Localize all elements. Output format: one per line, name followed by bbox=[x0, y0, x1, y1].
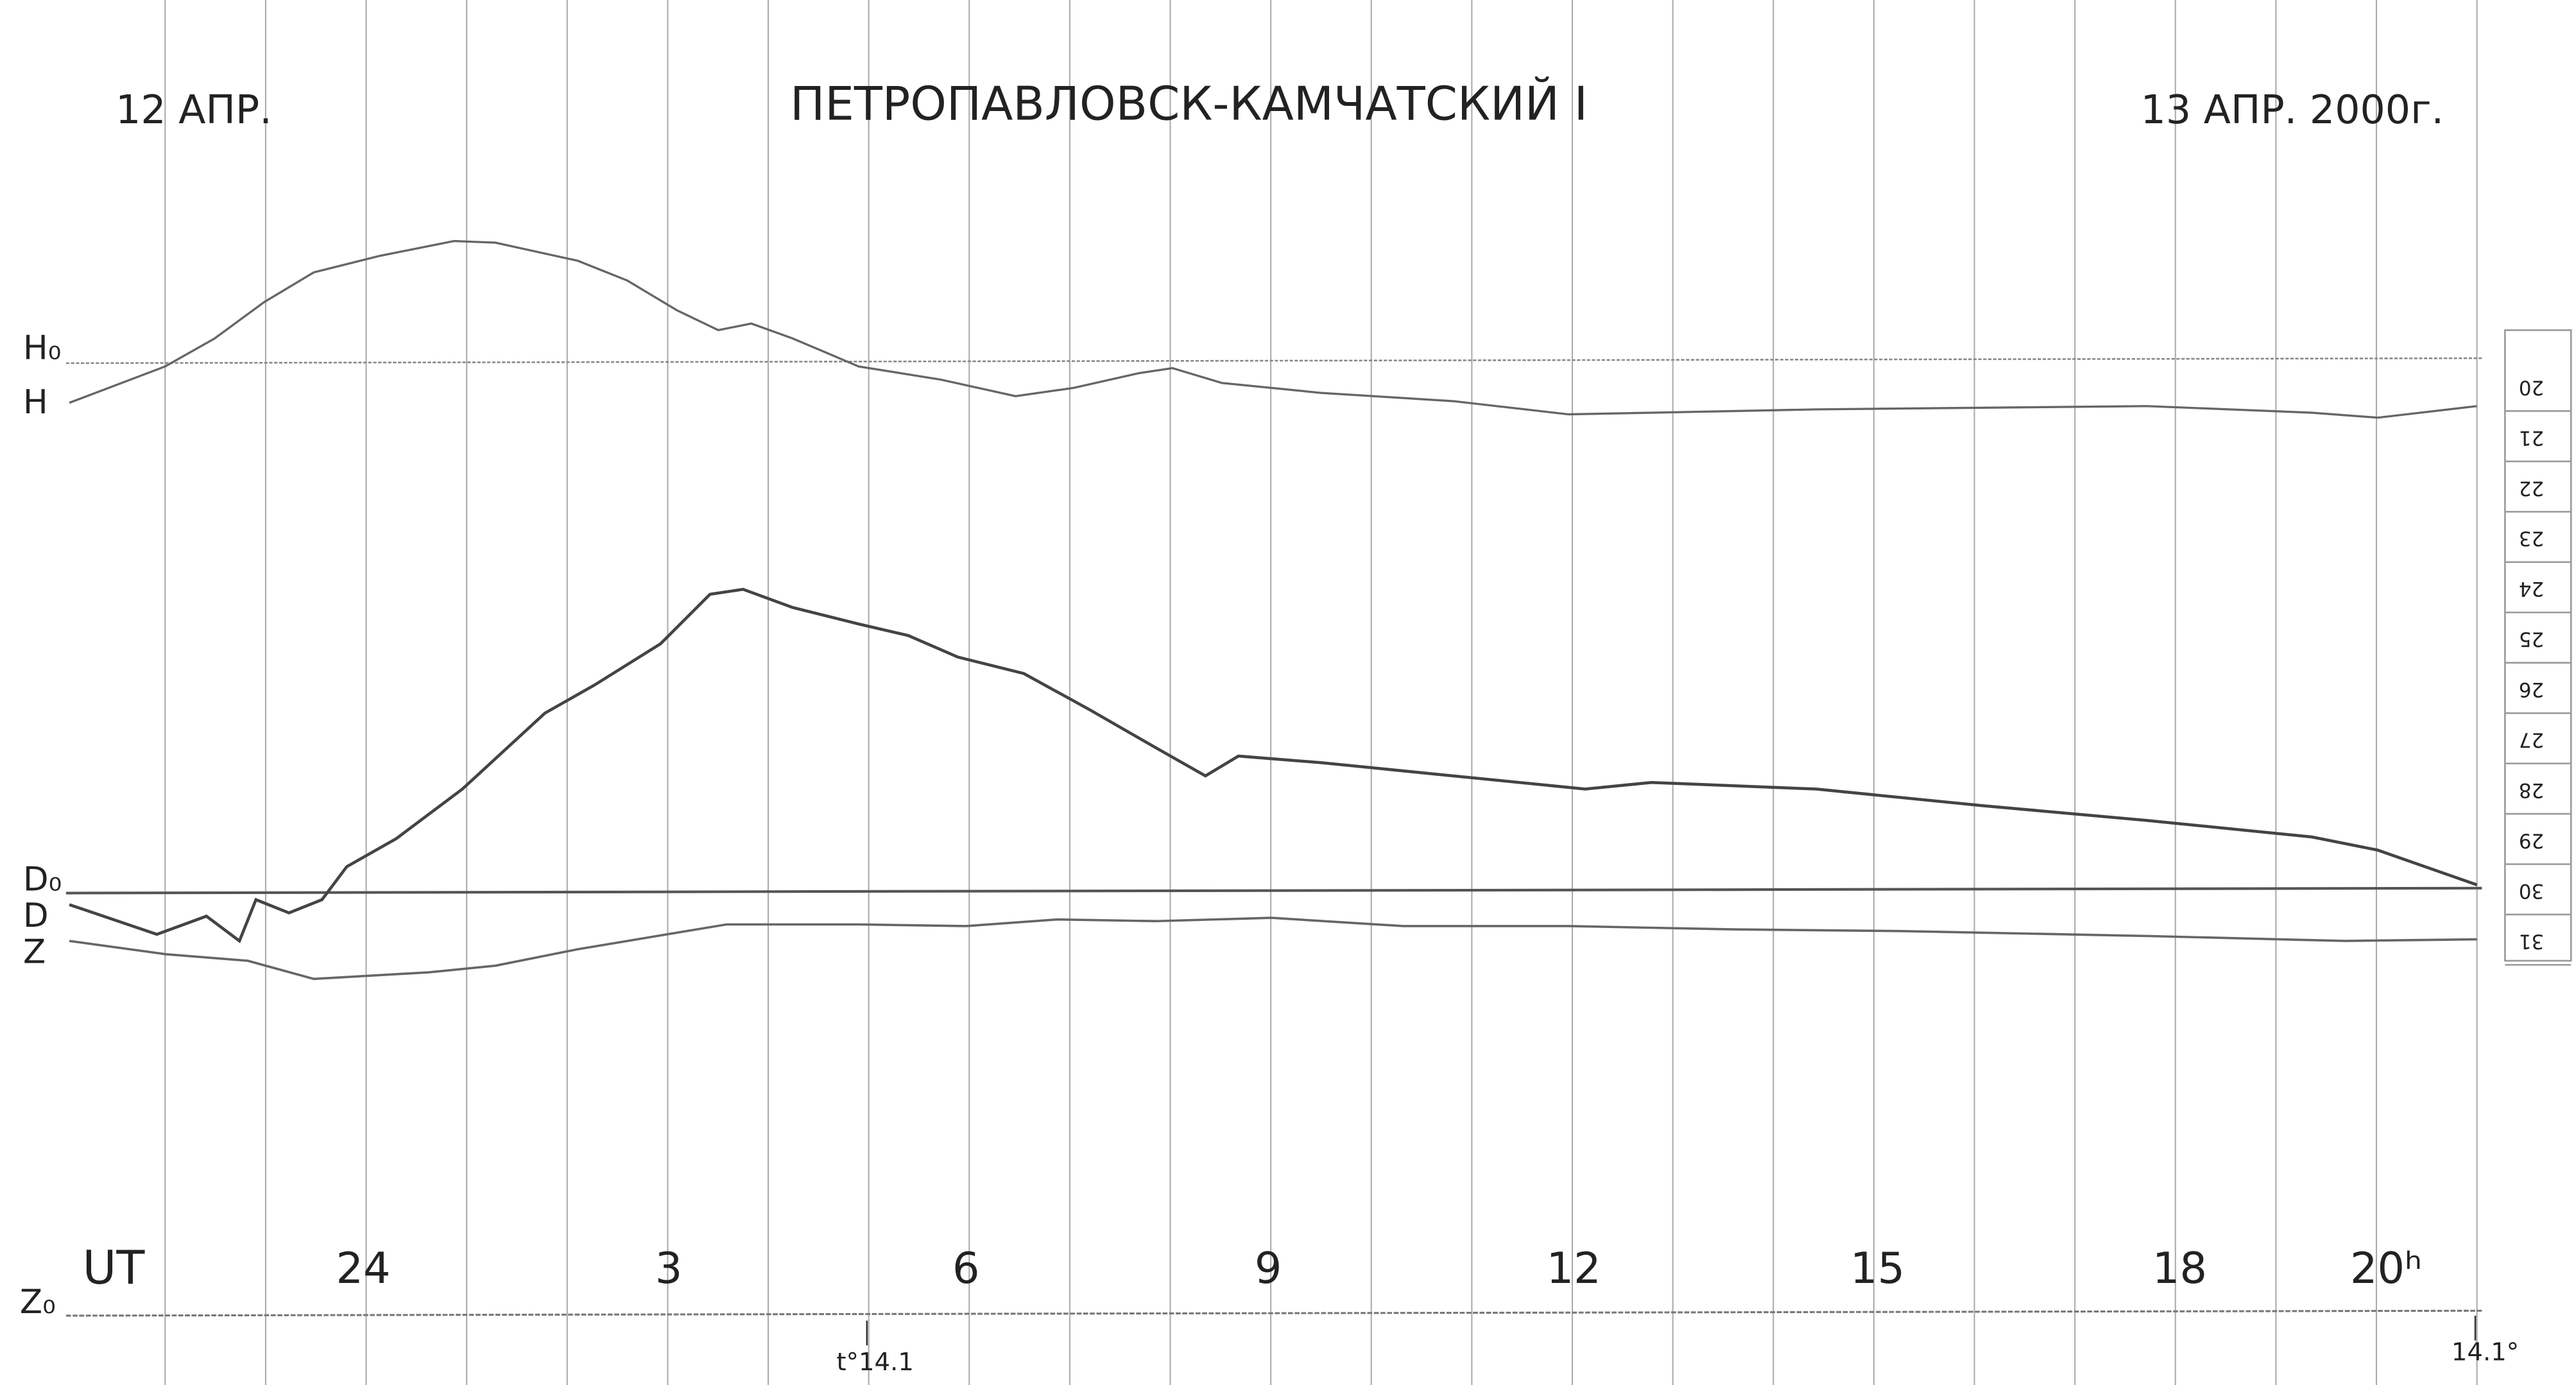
right-date: 13 АПР. 2000г. bbox=[2141, 87, 2444, 133]
scale-label: 30 bbox=[2519, 879, 2544, 902]
hour-label: 12 bbox=[1547, 1243, 1601, 1293]
scale-label: 31 bbox=[2519, 929, 2544, 952]
temperature-start: t°14.1 bbox=[837, 1348, 914, 1377]
h-label: H bbox=[23, 383, 48, 422]
hour-label: 6 bbox=[952, 1243, 980, 1293]
h-trace bbox=[69, 239, 2477, 419]
z-trace bbox=[69, 916, 2477, 981]
d-trace bbox=[69, 587, 2478, 943]
hour-label: 20ʰ bbox=[2350, 1243, 2422, 1293]
z-baseline-label: Z₀ bbox=[20, 1283, 56, 1321]
hour-labels: 24 3 6 9 12 15 18 20ʰ bbox=[336, 1243, 2423, 1293]
time-unit: UT bbox=[83, 1241, 146, 1295]
scale-label: 27 bbox=[2519, 728, 2544, 752]
scale: 20 21 22 23 24 25 26 27 28 29 30 31 bbox=[2505, 375, 2572, 966]
scale-label: 24 bbox=[2519, 577, 2544, 600]
hour-label: 9 bbox=[1255, 1243, 1282, 1293]
scale-label: 28 bbox=[2519, 779, 2544, 802]
left-date: 12 АПР. bbox=[116, 87, 272, 133]
scale-label: 23 bbox=[2519, 527, 2544, 550]
hour-label: 3 bbox=[655, 1243, 683, 1293]
h-baseline-label: H₀ bbox=[23, 329, 61, 367]
title: ПЕТРОПАВЛОВСК-КАМЧАТСКИЙ I bbox=[790, 77, 1588, 131]
hour-label: 18 bbox=[2152, 1243, 2207, 1293]
d-label: D bbox=[23, 897, 49, 935]
scale-label: 25 bbox=[2519, 628, 2544, 651]
temperature-end: 14.1° bbox=[2451, 1338, 2519, 1367]
scale-label: 26 bbox=[2519, 678, 2544, 701]
scale-label: 21 bbox=[2519, 426, 2544, 449]
hour-grid bbox=[164, 0, 2478, 1385]
scale-label: 20 bbox=[2519, 375, 2544, 399]
scale-strip bbox=[2504, 329, 2572, 962]
d-baseline bbox=[65, 886, 2482, 895]
d-baseline-label: D₀ bbox=[23, 861, 62, 899]
scale-label: 22 bbox=[2519, 476, 2544, 499]
hour-label: 15 bbox=[1850, 1243, 1905, 1293]
scale-label: 29 bbox=[2519, 829, 2544, 852]
hour-label: 24 bbox=[336, 1243, 391, 1293]
h-baseline bbox=[65, 357, 2482, 365]
z-label: Z bbox=[23, 933, 46, 972]
